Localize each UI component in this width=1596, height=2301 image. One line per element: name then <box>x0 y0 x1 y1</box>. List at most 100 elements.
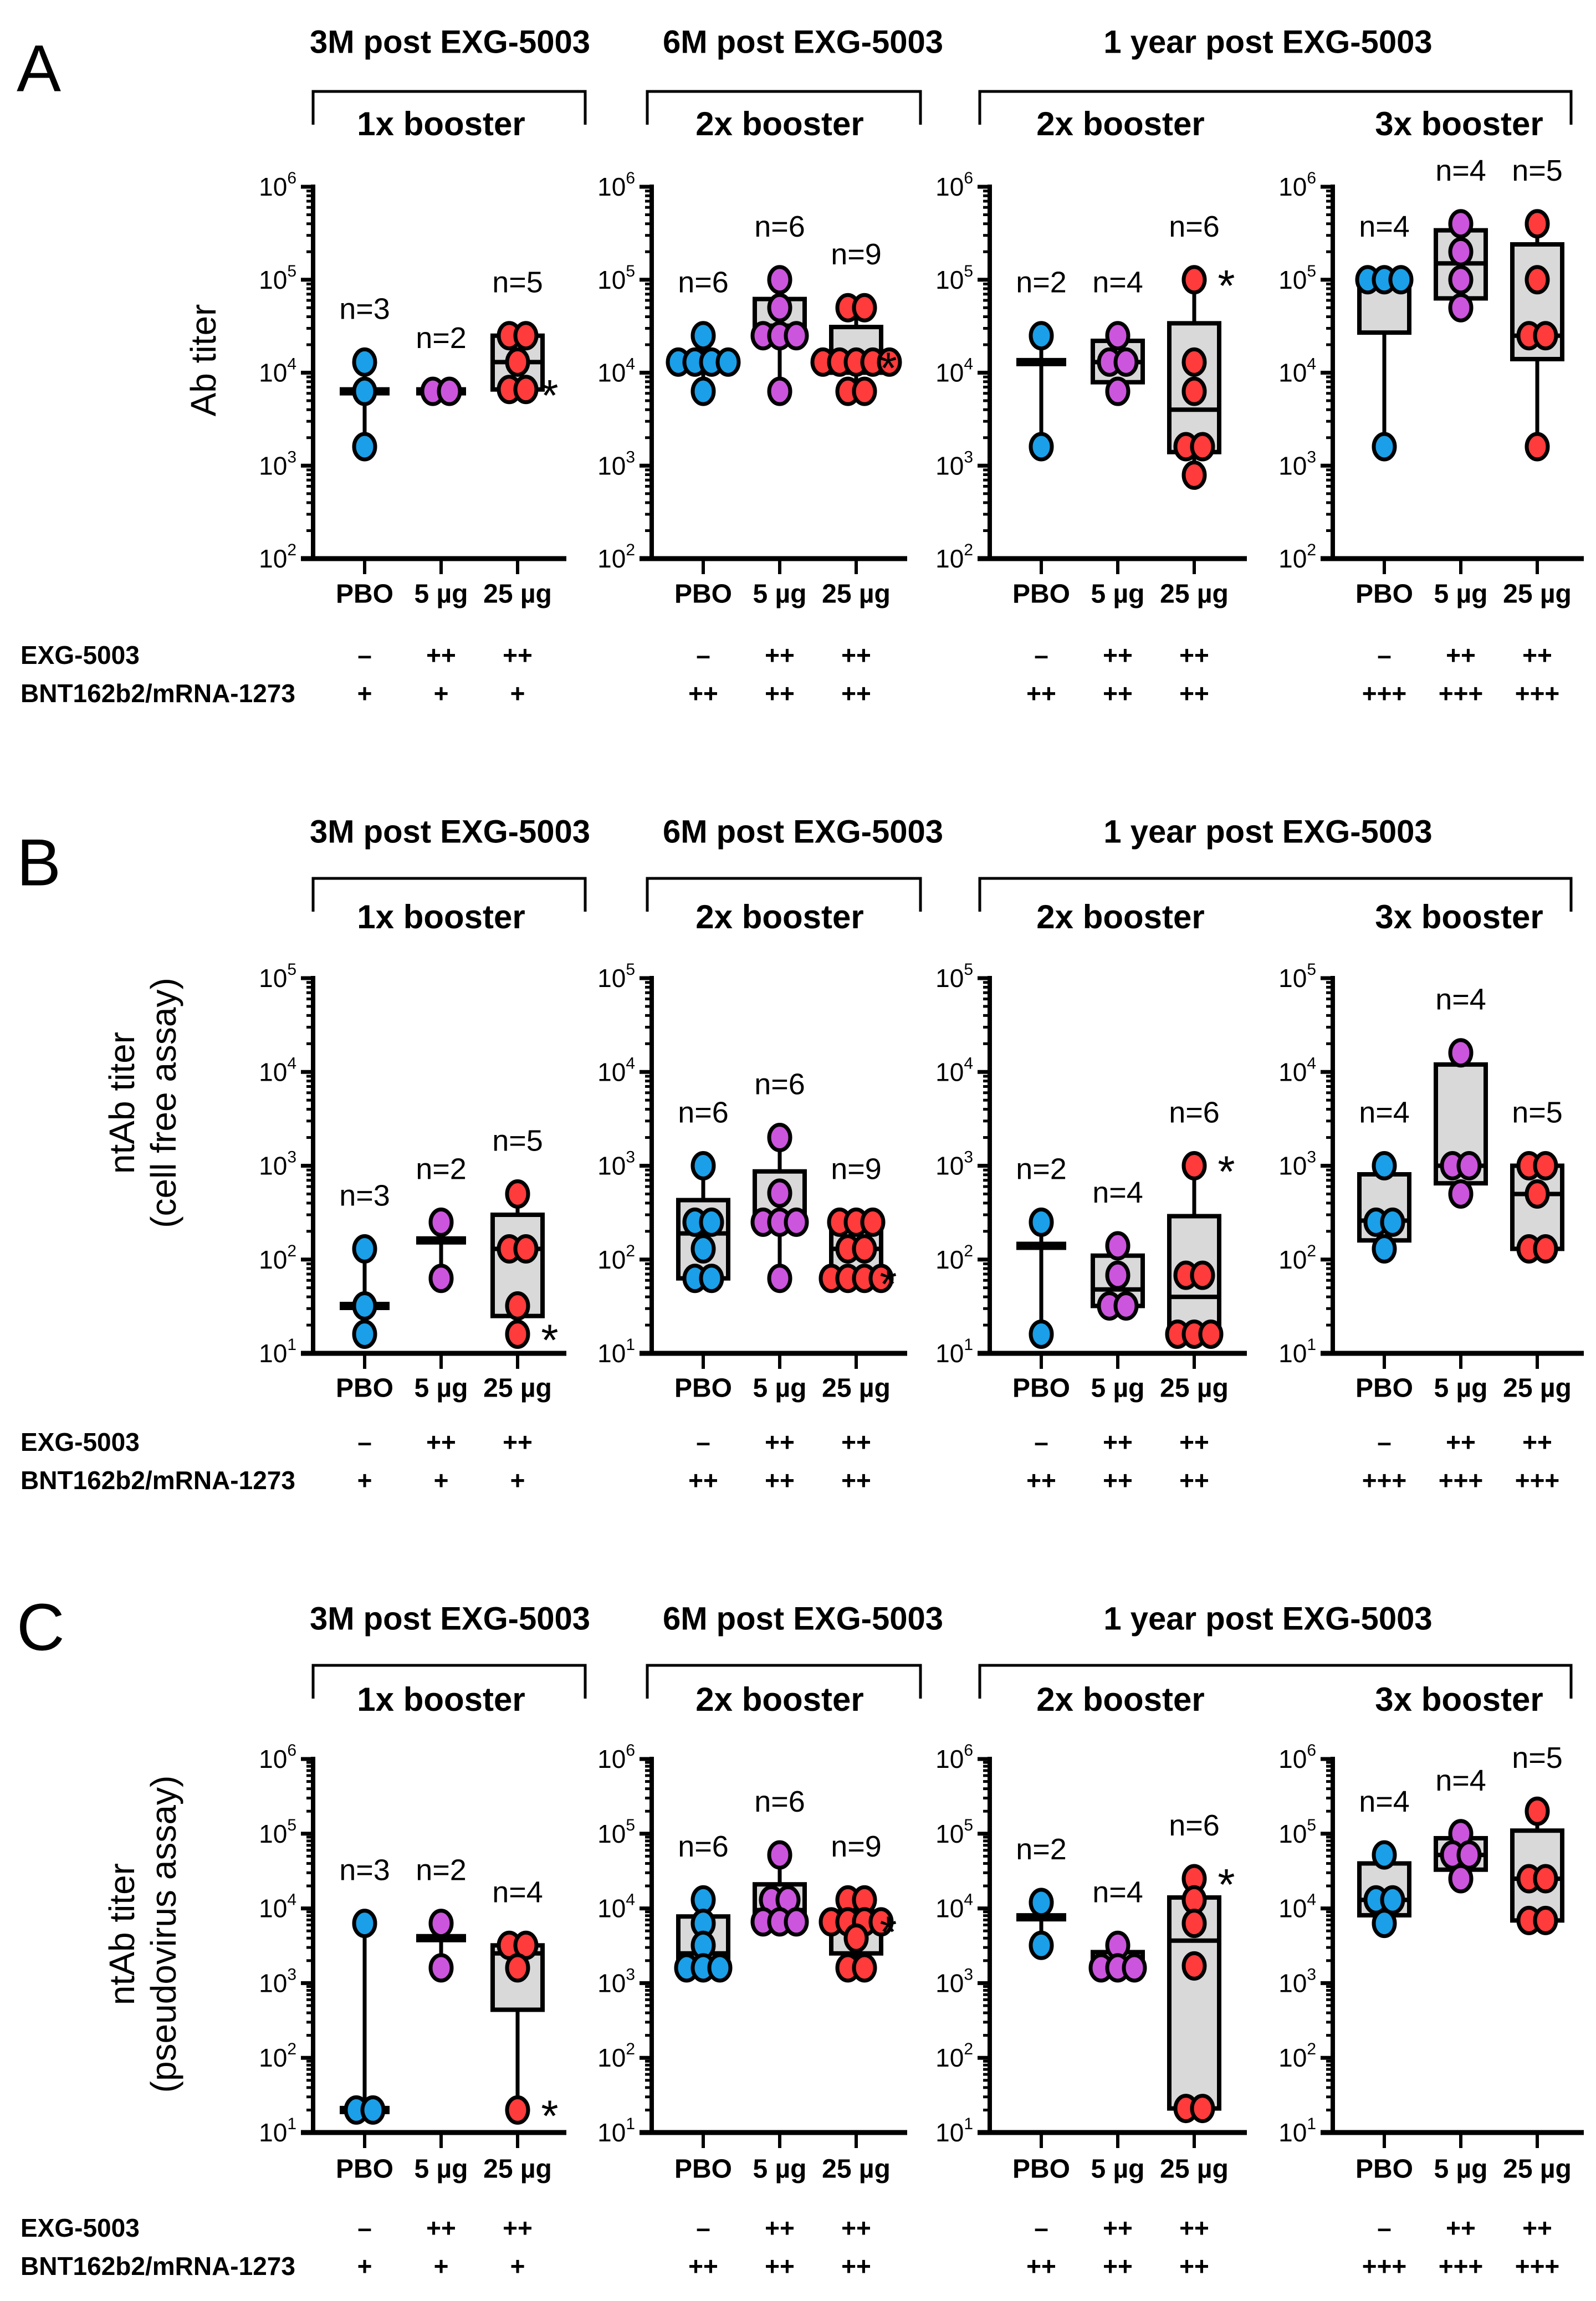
y-axis-label: ntAb titer <box>102 1863 142 2005</box>
y-tick-label: 102 <box>259 1242 296 1274</box>
data-point <box>513 1234 539 1264</box>
bnt-dose-sign: ++ <box>688 679 718 708</box>
exg-dose-sign: – <box>696 1428 710 1456</box>
timepoint-heading: 1 year post EXG-5003 <box>1103 814 1432 850</box>
y-tick-label: 102 <box>935 541 973 573</box>
y-tick-label: 102 <box>597 541 635 573</box>
n-label: n=4 <box>1092 1176 1143 1209</box>
n-label: n=6 <box>1169 1809 1220 1842</box>
data-point <box>1533 1864 1558 1894</box>
booster-label: 3x booster <box>1375 105 1543 142</box>
category-label: 25 µg <box>822 580 891 609</box>
significance-asterisk: * <box>879 1260 897 1309</box>
data-point <box>699 1264 724 1293</box>
data-point <box>1456 1840 1482 1870</box>
data-point <box>352 347 377 377</box>
bracket <box>978 877 1573 912</box>
n-label: n=6 <box>678 266 729 299</box>
y-tick-label: 104 <box>259 1891 296 1923</box>
y-axis-label: ntAb titer <box>102 1032 142 1174</box>
y-tick-label: 104 <box>1278 1891 1316 1923</box>
n-label: n=4 <box>1092 1875 1143 1909</box>
category-label: 25 µg <box>1160 580 1229 609</box>
n-label: n=4 <box>1359 210 1410 243</box>
exg-dose-sign: ++ <box>1179 1428 1209 1456</box>
data-point <box>1029 321 1054 351</box>
data-point <box>428 1909 454 1939</box>
category-label: 25 µg <box>1503 1374 1572 1403</box>
data-point <box>428 1953 454 1983</box>
category-label: 25 µg <box>483 1374 552 1403</box>
n-label: n=6 <box>1169 210 1220 243</box>
category-label: 25 µg <box>1160 1374 1229 1403</box>
n-label: n=9 <box>831 1830 882 1863</box>
y-tick-label: 103 <box>1278 448 1316 480</box>
data-point <box>505 2095 530 2125</box>
data-point <box>1029 1319 1054 1349</box>
bracket <box>311 1664 587 1699</box>
bnt-dose-sign: + <box>510 1466 525 1495</box>
data-point <box>767 376 792 406</box>
data-point <box>1029 1888 1054 1917</box>
exg-dose-sign: – <box>696 641 710 669</box>
y-tick-label: 105 <box>259 262 296 294</box>
y-tick-label: 103 <box>259 448 296 480</box>
category-label: 5 µg <box>1091 2155 1144 2184</box>
y-tick-label: 101 <box>935 1336 973 1368</box>
data-point <box>1113 347 1139 377</box>
y-tick-label: 101 <box>935 2115 973 2147</box>
n-label: n=4 <box>1435 154 1486 187</box>
data-point <box>1372 432 1397 462</box>
data-point <box>1105 321 1130 351</box>
category-label: 25 µg <box>822 2155 891 2184</box>
y-tick-label: 102 <box>1278 2040 1316 2072</box>
data-point <box>352 1291 377 1321</box>
exg-dose-sign: ++ <box>1446 2213 1476 2242</box>
y-tick-label: 106 <box>935 169 973 201</box>
data-point <box>1525 209 1550 239</box>
data-point <box>513 321 539 351</box>
treatment-label-exg: EXG-5003 <box>21 1428 140 1456</box>
data-point <box>852 1953 877 1983</box>
data-point <box>505 1319 530 1349</box>
data-point <box>767 1123 792 1153</box>
category-label: 5 µg <box>753 2155 806 2184</box>
y-tick-label: 106 <box>935 1741 973 1773</box>
category-label: 5 µg <box>753 1374 806 1403</box>
y-tick-label: 101 <box>597 2115 635 2147</box>
exg-dose-sign: – <box>357 2213 372 2242</box>
bnt-dose-sign: +++ <box>1362 2252 1407 2280</box>
data-point <box>852 376 877 406</box>
exg-dose-sign: ++ <box>1446 1428 1476 1456</box>
data-point <box>1190 432 1215 462</box>
category-label: 5 µg <box>414 580 468 609</box>
n-label: n=6 <box>754 1785 805 1818</box>
data-point <box>707 1953 733 1983</box>
bnt-dose-sign: ++ <box>1103 2252 1133 2280</box>
y-tick-label: 104 <box>1278 355 1316 387</box>
exg-dose-sign: – <box>1034 641 1048 669</box>
y-tick-label: 101 <box>259 2115 296 2147</box>
panel-label: B <box>17 826 61 900</box>
bracket <box>646 877 922 912</box>
category-label: 25 µg <box>1160 2155 1229 2184</box>
data-point <box>505 1291 530 1321</box>
y-tick-label: 105 <box>597 1816 635 1848</box>
data-point <box>784 1907 809 1937</box>
data-point <box>1029 1930 1054 1960</box>
data-point <box>1525 432 1550 462</box>
treatment-label-exg: EXG-5003 <box>21 641 140 669</box>
category-label: 5 µg <box>1434 1374 1487 1403</box>
data-point <box>1525 1796 1550 1826</box>
y-tick-label: 104 <box>935 355 973 387</box>
data-point <box>868 1264 894 1293</box>
category-label: PBO <box>1355 2155 1413 2184</box>
bnt-dose-sign: +++ <box>1439 2252 1484 2280</box>
category-label: PBO <box>1012 580 1070 609</box>
category-label: PBO <box>674 1374 732 1403</box>
bracket <box>311 877 587 912</box>
y-tick-label: 103 <box>1278 1965 1316 1997</box>
bnt-dose-sign: + <box>434 2252 449 2280</box>
